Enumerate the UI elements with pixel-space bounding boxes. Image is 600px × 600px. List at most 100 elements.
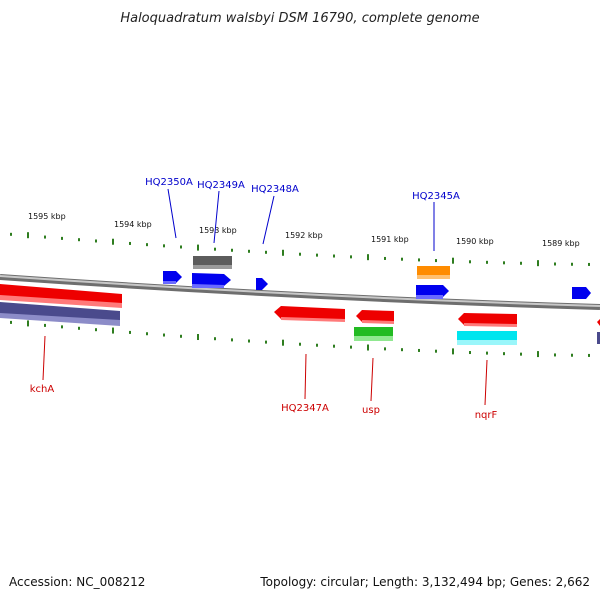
gene-feature[interactable] [163, 271, 182, 284]
scale-tick [571, 353, 573, 357]
scale-tick [163, 333, 165, 337]
gene-label[interactable]: nqrF [475, 410, 498, 421]
scale-tick [129, 330, 131, 334]
kbp-scale: 1595 kbp 1594 kbp 1593 kbp 1592 kbp 1591… [28, 212, 580, 248]
scale-tick [231, 338, 233, 342]
scale-tick [367, 254, 369, 261]
gene-feature[interactable] [354, 327, 393, 341]
scale-tick [214, 337, 216, 341]
gene-feature[interactable] [0, 302, 120, 326]
scale-tick [418, 348, 420, 352]
scale-tick [78, 326, 80, 330]
gene-label[interactable]: HQ2347A [281, 403, 329, 414]
scale-tick [231, 248, 233, 252]
gene-feature[interactable] [256, 278, 268, 290]
scale-tick [401, 348, 403, 352]
kbp-label: 1592 kbp [285, 231, 323, 240]
gene-feature[interactable] [572, 287, 591, 299]
scale-tick [418, 258, 420, 262]
scale-tick [350, 255, 352, 259]
scale-tick [316, 343, 318, 347]
label-leader-lines-bottom [42, 335, 488, 406]
scale-tick [537, 351, 539, 358]
gene-feature[interactable] [417, 266, 450, 279]
scale-tick [401, 257, 403, 261]
scale-tick [588, 262, 590, 266]
tick-row-top [10, 232, 590, 267]
gene-feature[interactable] [597, 319, 600, 344]
scale-tick [384, 347, 386, 351]
gene-feature[interactable] [457, 331, 517, 345]
kbp-label: 1595 kbp [28, 212, 66, 221]
scale-tick [265, 250, 267, 254]
scale-tick [95, 328, 97, 332]
scale-tick [95, 239, 97, 243]
scale-tick [112, 327, 114, 334]
scale-tick [469, 260, 471, 264]
scale-tick [265, 340, 267, 344]
scale-tick [27, 232, 29, 239]
gene-label[interactable]: HQ2345A [412, 191, 460, 202]
scale-tick [333, 254, 335, 258]
scale-tick [554, 262, 556, 266]
scale-tick [469, 351, 471, 355]
scale-tick [588, 353, 590, 357]
scale-tick [78, 238, 80, 242]
scale-tick [503, 352, 505, 356]
scale-tick [61, 325, 63, 329]
gene-label[interactable]: usp [362, 405, 380, 416]
kbp-label: 1594 kbp [114, 220, 152, 229]
scale-tick [146, 332, 148, 336]
scale-tick [61, 236, 63, 240]
gene-feature[interactable] [458, 313, 517, 327]
scale-tick [554, 353, 556, 357]
gene-label[interactable]: HQ2349A [197, 180, 245, 191]
scale-tick [44, 323, 46, 327]
scale-tick [10, 232, 12, 236]
label-leader-lines-top [167, 188, 435, 251]
scale-tick [350, 345, 352, 349]
gene-feature[interactable] [193, 256, 232, 269]
gene-label[interactable]: kchA [30, 384, 55, 395]
scale-tick [180, 245, 182, 249]
scale-tick [163, 244, 165, 248]
gene-label[interactable]: HQ2350A [145, 177, 193, 188]
scale-tick [248, 339, 250, 343]
scale-tick [503, 261, 505, 265]
tick-row-bottom [10, 320, 590, 358]
scale-tick [299, 252, 301, 256]
scale-tick [197, 244, 199, 251]
gene-feature[interactable] [274, 306, 345, 322]
scale-tick [452, 257, 454, 264]
scale-tick [10, 320, 12, 324]
scale-tick [27, 320, 29, 327]
scale-tick [214, 247, 216, 251]
scale-tick [129, 241, 131, 245]
scale-tick [520, 261, 522, 265]
gene-feature[interactable] [356, 310, 394, 324]
scale-tick [197, 334, 199, 341]
scale-tick [367, 344, 369, 351]
topology-text: Topology: circular; Length: 3,132,494 bp… [260, 575, 590, 589]
scale-tick [180, 334, 182, 338]
scale-tick [520, 352, 522, 356]
scale-tick [486, 351, 488, 355]
gene-feature[interactable] [192, 273, 231, 288]
scale-tick [316, 253, 318, 257]
accession-text: Accession: NC_008212 [9, 575, 146, 589]
map-title: Haloquadratum walsbyi DSM 16790, complet… [120, 11, 479, 26]
scale-tick [452, 348, 454, 355]
gene-feature[interactable] [416, 285, 449, 299]
scale-tick [571, 262, 573, 266]
scale-tick [333, 344, 335, 348]
scale-tick [435, 259, 437, 263]
genome-backbone-highlight [0, 275, 600, 307]
gene-feature[interactable] [0, 284, 122, 308]
gene-label[interactable]: HQ2348A [251, 184, 299, 195]
scale-tick [537, 260, 539, 267]
scale-tick [384, 256, 386, 260]
scale-tick [435, 349, 437, 353]
scale-tick [299, 342, 301, 346]
scale-tick [248, 249, 250, 253]
